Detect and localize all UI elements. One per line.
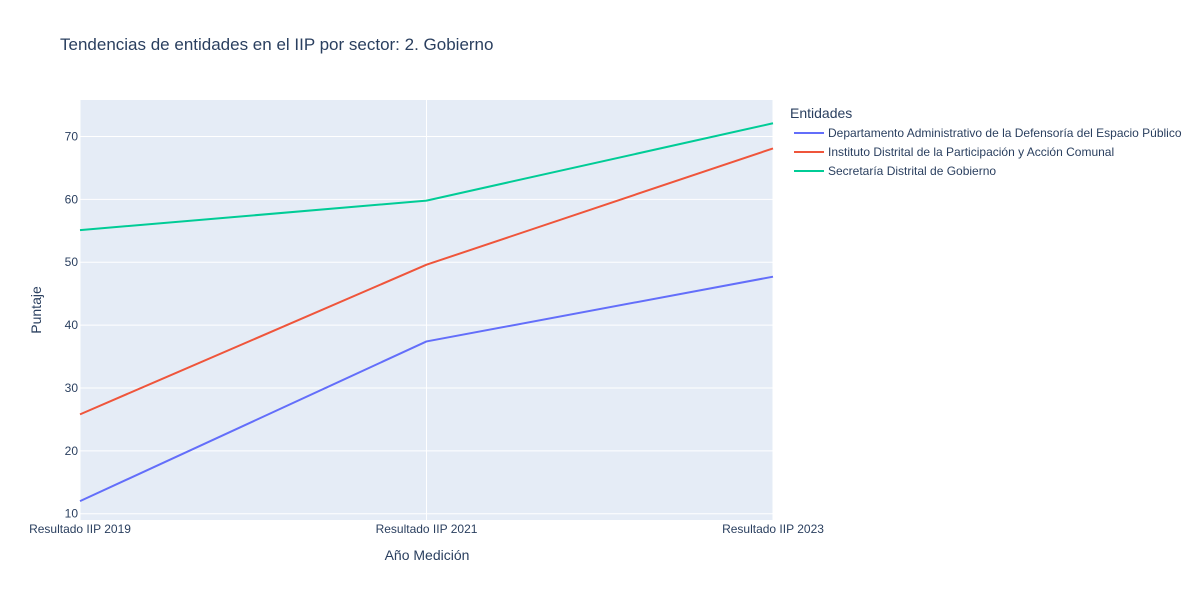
legend-item[interactable]: Secretaría Distrital de Gobierno (794, 164, 996, 178)
y-tick-label: 10 (65, 507, 79, 521)
y-axis-ticks: 10 20 30 40 50 60 70 (65, 129, 79, 520)
chart-title: Tendencias de entidades en el IIP por se… (60, 35, 493, 54)
y-tick-label: 40 (65, 318, 79, 332)
grid (79, 100, 774, 520)
y-tick-label: 50 (65, 255, 79, 269)
y-tick-label: 60 (65, 192, 79, 206)
x-tick-label: Resultado IIP 2023 (722, 522, 824, 536)
x-axis-ticks: Resultado IIP 2019 Resultado IIP 2021 Resu… (29, 522, 824, 536)
x-tick-label: Resultado IIP 2019 (29, 522, 131, 536)
y-tick-label: 20 (65, 444, 79, 458)
legend-label: Instituto Distrital de la Participación … (828, 145, 1114, 159)
y-tick-label: 30 (65, 381, 79, 395)
series-lines (79, 122, 774, 503)
legend-item[interactable]: Departamento Administrativo de la Defens… (794, 126, 1182, 140)
legend-label: Departamento Administrativo de la Defens… (828, 126, 1182, 140)
legend-label: Secretaría Distrital de Gobierno (828, 164, 996, 178)
legend-item[interactable]: Instituto Distrital de la Participación … (794, 145, 1114, 159)
x-tick-label: Resultado IIP 2021 (376, 522, 478, 536)
y-tick-label: 70 (65, 129, 79, 143)
series-line[interactable] (79, 275, 774, 503)
series-line[interactable] (79, 147, 774, 416)
y-axis-title: Puntaje (28, 286, 44, 334)
series-line[interactable] (79, 122, 774, 232)
legend[interactable]: Entidades Departamento Administrativo de… (790, 105, 1182, 178)
legend-title: Entidades (790, 105, 852, 121)
x-axis-title: Año Medición (385, 547, 470, 563)
